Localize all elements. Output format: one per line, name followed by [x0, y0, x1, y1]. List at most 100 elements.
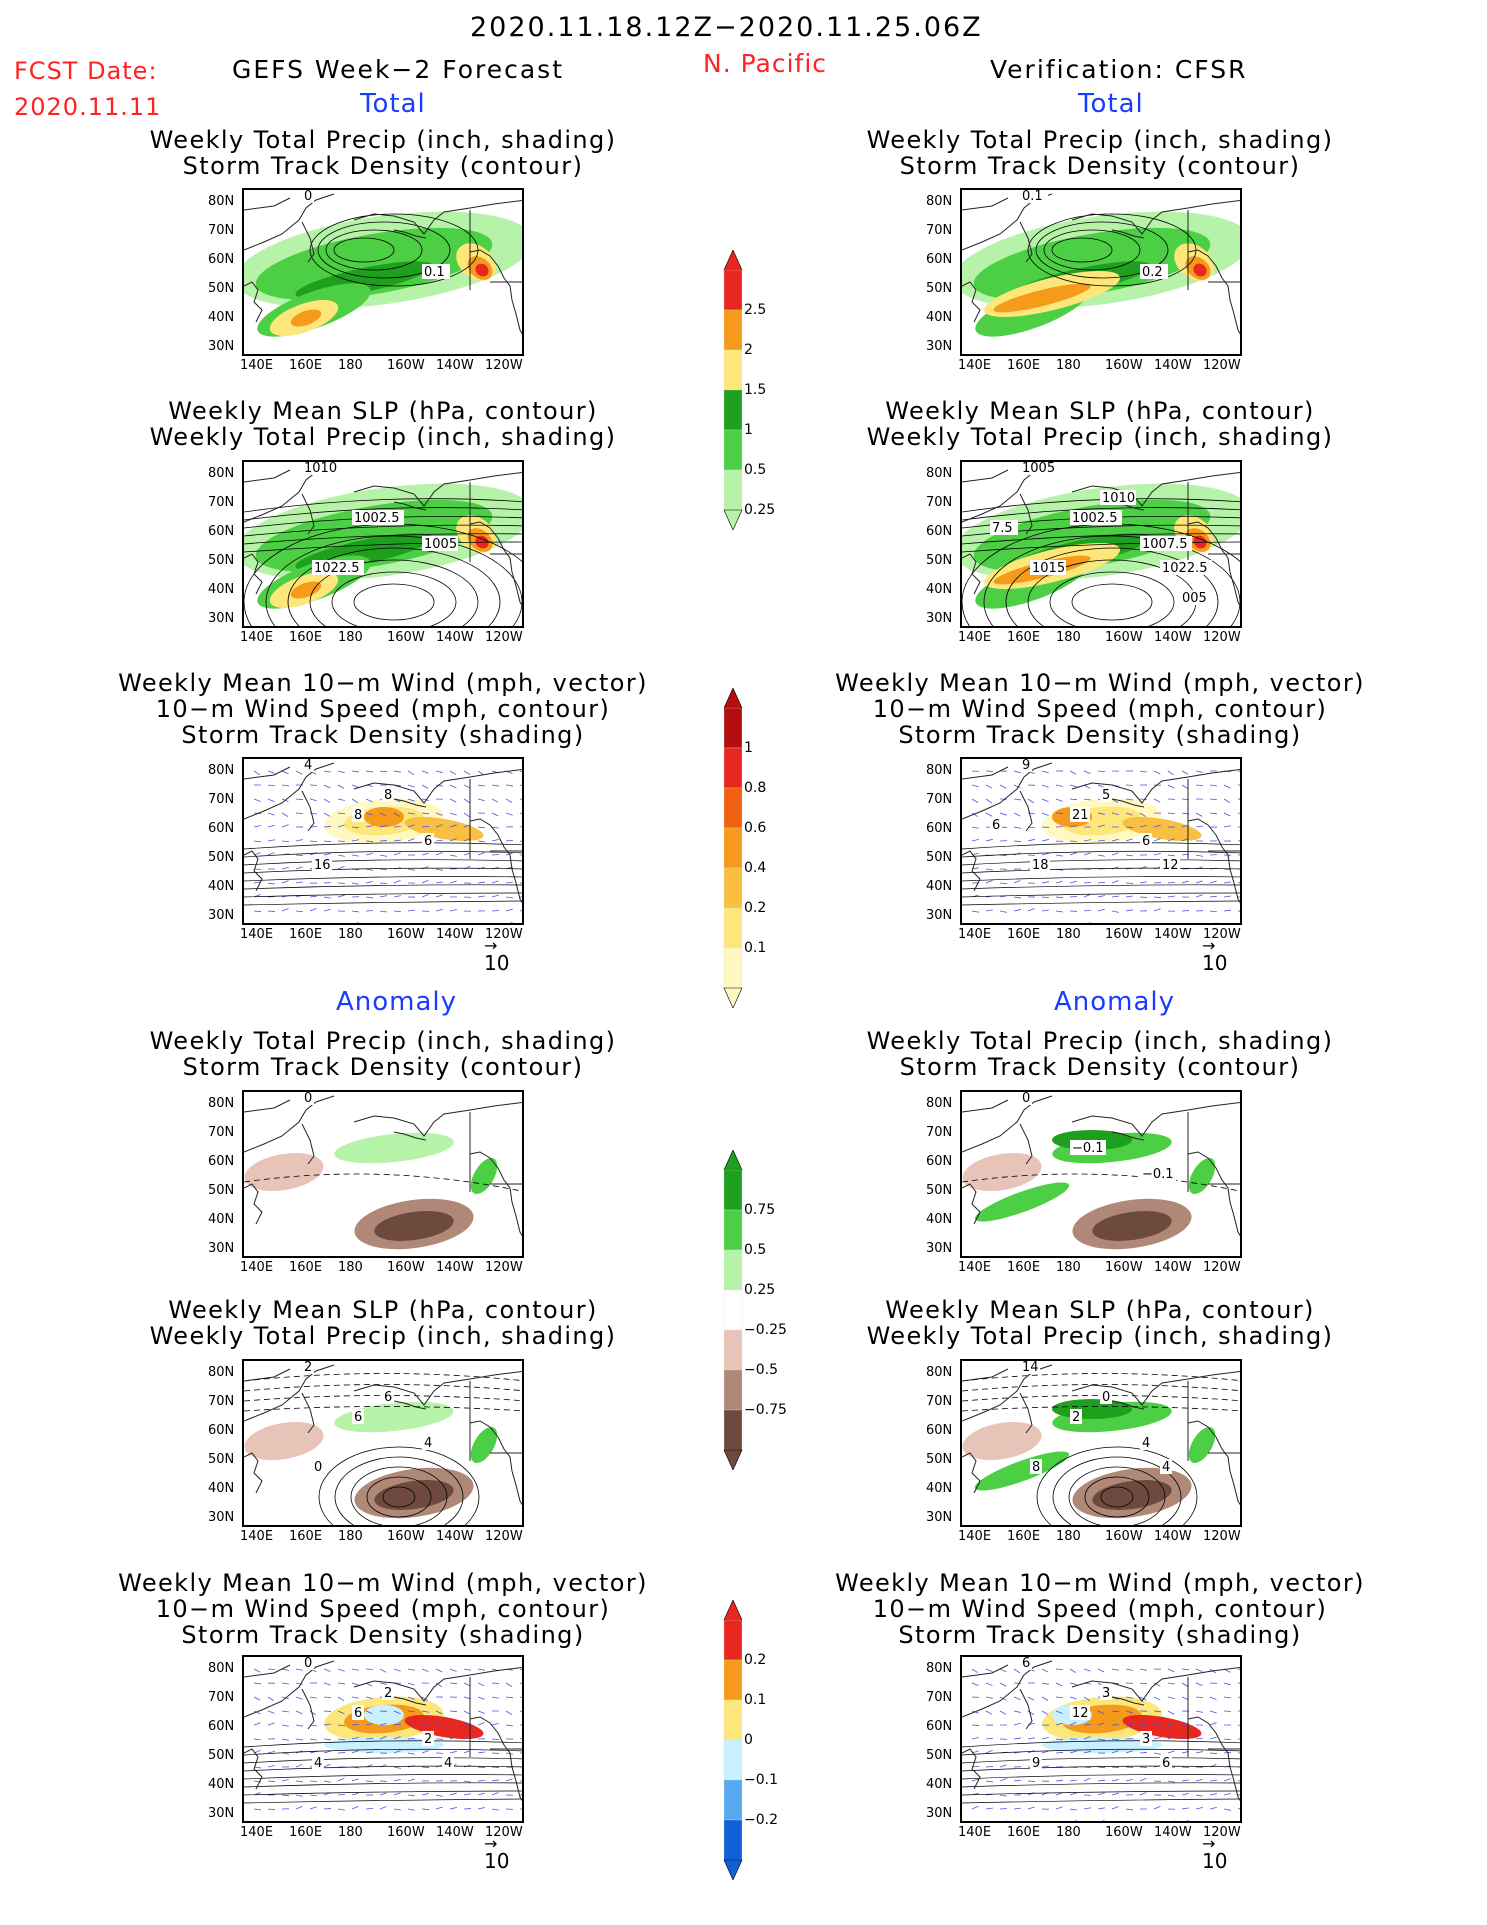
colorbar-label: 1: [744, 422, 753, 438]
lon-tick-label: 180: [338, 927, 363, 942]
lon-tick-label: 140E: [958, 630, 992, 645]
colorbar-label: −0.5: [744, 1362, 778, 1378]
lat-tick-label: 40N: [926, 1777, 953, 1792]
lon-tick-label: 140W: [1154, 630, 1192, 645]
lat-tick-label: 80N: [926, 1096, 953, 1111]
lon-tick-label: 140E: [240, 927, 274, 942]
lat-tick-label: 60N: [208, 1154, 235, 1169]
panel-title-line: 10−m Wind Speed (mph, contour): [872, 1595, 1328, 1623]
lat-tick-label: 30N: [208, 339, 235, 354]
contour-label-bg: [1160, 1459, 1172, 1474]
panel-title-line: Weekly Total Precip (inch, shading): [149, 126, 617, 154]
colorbar-label: 0.25: [744, 502, 776, 518]
lon-tick-label: 180: [1056, 927, 1081, 942]
contour-label: 6: [354, 1706, 362, 1721]
colorbar-segment: [723, 787, 743, 829]
lon-tick-label: 120W: [1203, 1825, 1241, 1840]
contour-label-bg: [1070, 1409, 1082, 1424]
lat-tick-label: 40N: [926, 1481, 953, 1496]
contour-label: 1010: [304, 462, 337, 476]
contour-label: 8: [1032, 1460, 1040, 1475]
contour-label-bg: [442, 1755, 454, 1770]
lat-tick-label: 70N: [926, 1394, 953, 1409]
lon-tick-label: 140W: [1154, 1825, 1192, 1840]
contour-label: 2: [384, 1686, 392, 1701]
lat-tick-label: 30N: [926, 908, 953, 923]
map-field: 0.1 0.2: [962, 190, 1240, 337]
map-panel: 1005 1007.5 1002.5 1015 1010 1022.5 7.5 005: [960, 460, 1242, 628]
left-title: GEFS Week−2 Forecast: [232, 55, 565, 84]
lat-tick-label: 70N: [926, 1125, 953, 1140]
map-field: 4 6 8 16 8: [244, 759, 522, 923]
panel-title-line: Storm Track Density (contour): [182, 152, 584, 180]
colorbar-bottom-arrow: [723, 509, 743, 530]
colorbar-label: −0.75: [744, 1402, 787, 1418]
fcst-date: 2020.11.11: [14, 93, 162, 121]
panel-title-line: Storm Track Density (shading): [181, 1621, 585, 1649]
contour-label-bg: [1070, 510, 1122, 525]
lat-tick-label: 80N: [208, 1096, 235, 1111]
panel-title-line: Storm Track Density (shading): [898, 1621, 1302, 1649]
contour-label-bg: [1100, 1685, 1112, 1700]
map-field: 9 6 21 18 5 12 6: [962, 759, 1240, 923]
contour-label-bg: [382, 1685, 394, 1700]
contour-label-bg: [1020, 462, 1056, 475]
map-panel: 14 4 2 8 0 4: [960, 1359, 1242, 1527]
lat-tick-label: 70N: [208, 792, 235, 807]
lat-tick-label: 40N: [208, 582, 235, 597]
contour-label-bg: [1100, 787, 1112, 802]
map-panel: 4 6 8 16 8: [242, 757, 524, 925]
lon-tick-label: 160W: [387, 630, 425, 645]
map-panel: 9 6 21 18 5 12 6: [960, 757, 1242, 925]
colorbar-segment: [723, 1699, 743, 1741]
contour-label: 18: [1032, 858, 1049, 873]
lat-tick-label: 80N: [926, 466, 953, 481]
contour-label: 0: [1022, 1092, 1030, 1106]
contour-label: 8: [384, 788, 392, 803]
lat-tick-label: 30N: [208, 1806, 235, 1821]
vector-reference-value: 10: [1202, 1849, 1228, 1873]
colorbar-segment: [723, 867, 743, 909]
lat-tick-label: 80N: [926, 194, 953, 209]
vector-reference-value: 10: [484, 1849, 510, 1873]
contour-label-bg: [302, 190, 314, 203]
colorbar-segment: [723, 1619, 743, 1661]
contour-label: 6: [1162, 1756, 1170, 1771]
lon-tick-label: 160E: [1007, 1825, 1041, 1840]
panel-title-line: Weekly Total Precip (inch, shading): [866, 423, 1334, 451]
lon-tick-label: 140E: [958, 1260, 992, 1275]
total-label-right: Total: [1078, 89, 1144, 119]
lat-tick-label: 70N: [208, 1690, 235, 1705]
vector-reference-value: 10: [484, 951, 510, 975]
contour-label: 6: [384, 1390, 392, 1405]
contour-label: 1002.5: [354, 511, 400, 526]
contour-label: 005: [1182, 591, 1207, 606]
colorbar-segment: [723, 1169, 743, 1211]
panel-title-line: Weekly Total Precip (inch, shading): [866, 1322, 1334, 1350]
lon-tick-label: 120W: [485, 358, 523, 373]
contour-label-bg: [1030, 1755, 1042, 1770]
contour-label-bg: [990, 520, 1018, 535]
lat-tick-label: 30N: [926, 1241, 953, 1256]
contour-label-bg: [382, 1389, 394, 1404]
contour-label: 14: [1022, 1361, 1039, 1375]
panel-title-line: 10−m Wind Speed (mph, contour): [155, 695, 611, 723]
panel-title-line: Weekly Mean 10−m Wind (mph, vector): [118, 669, 648, 697]
contour-label: 7.5: [992, 521, 1013, 536]
lon-tick-label: 140E: [958, 358, 992, 373]
contour-label-bg: [302, 1092, 314, 1105]
lat-tick-label: 60N: [208, 1719, 235, 1734]
lat-tick-label: 80N: [926, 763, 953, 778]
vector-reference: → 10: [1202, 936, 1228, 976]
contour-label: 0: [304, 1092, 312, 1106]
contour-label-bg: [1070, 1705, 1090, 1720]
colorbar-label: −0.25: [744, 1322, 787, 1338]
contour-label: 4: [444, 1756, 452, 1771]
contour-label: 5: [1102, 788, 1110, 803]
lat-tick-label: 50N: [926, 1183, 953, 1198]
lat-tick-label: 50N: [926, 1452, 953, 1467]
lon-tick-label: 160W: [1105, 1260, 1143, 1275]
contour-label: 1002.5: [1072, 511, 1118, 526]
colorbar-segment: [723, 469, 743, 511]
